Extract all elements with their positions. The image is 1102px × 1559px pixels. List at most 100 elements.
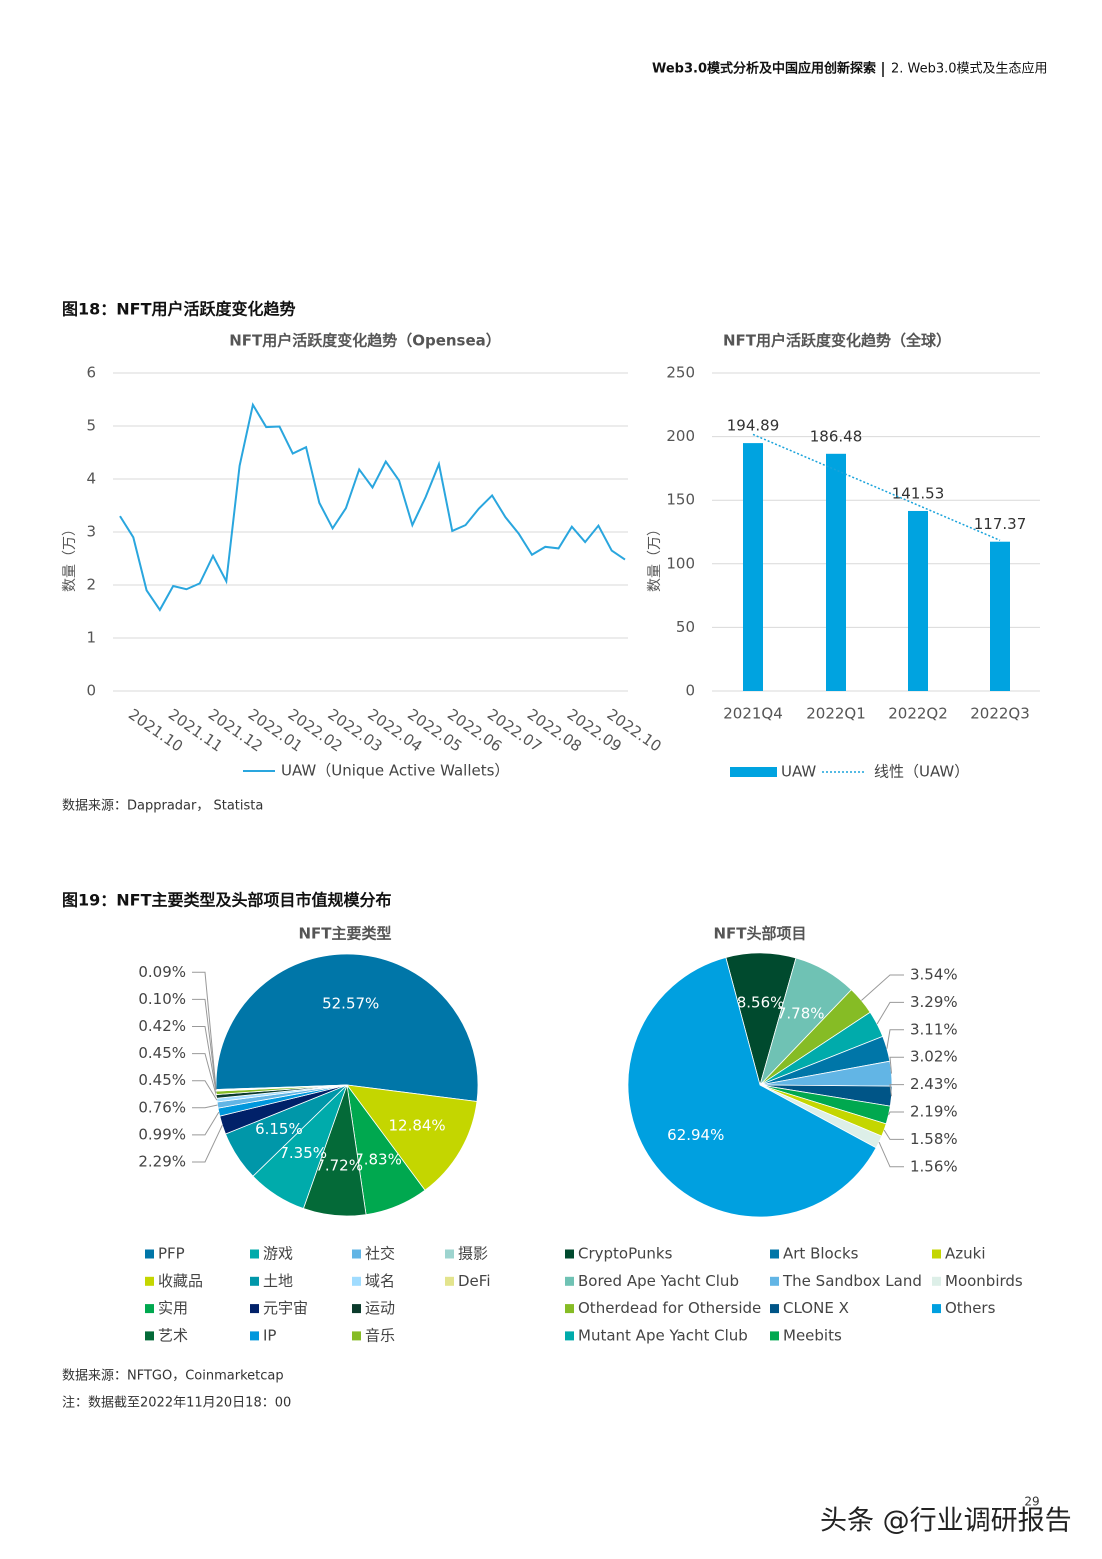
legend-label: 运动: [365, 1299, 395, 1317]
y-tick-label: 3: [86, 523, 96, 541]
leader-line: [192, 1124, 223, 1163]
bar: [990, 541, 1010, 691]
chart-title: NFT主要类型: [298, 925, 391, 943]
data-label: 1.56%: [910, 1157, 958, 1175]
legend-swatch: [145, 1276, 154, 1286]
legend-swatch: [445, 1276, 454, 1286]
legend-label: 线性（UAW）: [874, 763, 969, 781]
x-tick-label: 2022Q3: [970, 705, 1030, 723]
legend-label: Azuki: [945, 1245, 986, 1263]
y-tick-label: 1: [86, 629, 96, 647]
legend-label: Otherdead for Otherside: [578, 1299, 761, 1317]
leader-line: [192, 1080, 218, 1101]
legend-label: Mutant Ape Yacht Club: [578, 1326, 748, 1344]
leader-line: [192, 1104, 218, 1109]
figure-source: 数据来源：Dappradar， Statista: [62, 799, 263, 814]
legend-label: UAW（Unique Active Wallets）: [281, 762, 509, 780]
legend-swatch: [145, 1249, 154, 1259]
data-label: 141.53: [892, 484, 945, 502]
leader-line: [889, 1056, 904, 1074]
legend-label: The Sandbox Land: [782, 1272, 922, 1290]
y-axis-label: 数量（万）: [647, 522, 663, 592]
legend-swatch: [250, 1249, 259, 1259]
data-label: 2.29%: [138, 1153, 186, 1171]
y-tick-label: 5: [86, 417, 96, 435]
header-section: 2. Web3.0模式及生态应用: [891, 61, 1048, 77]
leader-line: [192, 971, 217, 1090]
header-title: Web3.0模式分析及中国应用创新探索: [652, 61, 876, 77]
legend-swatch: [352, 1276, 361, 1286]
data-label: 12.84%: [388, 1117, 445, 1135]
trendline: [752, 433, 1001, 542]
legend-swatch: [250, 1331, 259, 1341]
legend-swatch: [730, 767, 777, 777]
leader-line: [878, 1141, 904, 1168]
legend-swatch: [770, 1276, 779, 1286]
leader-line: [192, 1026, 217, 1093]
y-tick-label: 6: [86, 364, 96, 382]
data-label: 3.54%: [910, 966, 958, 984]
legend-swatch: [352, 1304, 361, 1314]
legend-swatch: [770, 1304, 779, 1314]
data-label: 1.58%: [910, 1130, 958, 1148]
leader-line: [192, 1111, 220, 1136]
legend-label: 摄影: [458, 1245, 488, 1263]
y-tick-label: 100: [666, 554, 695, 572]
bar: [743, 443, 763, 691]
y-tick-label: 50: [676, 618, 695, 636]
data-label: 3.29%: [910, 993, 958, 1011]
legend-swatch: [352, 1249, 361, 1259]
legend-label: CryptoPunks: [578, 1245, 673, 1263]
figure-note: 注：数据截至2022年11月20日18：00: [62, 1396, 291, 1411]
y-tick-label: 0: [685, 682, 695, 700]
data-label: 0.45%: [138, 1044, 186, 1062]
chart-title: NFT用户活跃度变化趋势（全球）: [723, 332, 951, 350]
y-axis-label: 数量（万）: [62, 522, 78, 592]
pie-slice: [346, 1084, 478, 1191]
x-tick-label: 2022Q1: [806, 705, 866, 723]
x-tick-label: 2022Q2: [888, 705, 948, 723]
line-series: [119, 402, 626, 612]
y-tick-label: 2: [86, 576, 96, 594]
legend-swatch: [352, 1331, 361, 1341]
pie-slice: [627, 957, 877, 1218]
legend-label: PFP: [158, 1245, 185, 1263]
legend-label: 域名: [365, 1272, 395, 1290]
legend-swatch: [145, 1304, 154, 1314]
leader-line: [886, 1029, 904, 1049]
data-label: 0.99%: [138, 1125, 186, 1143]
data-label: 0.45%: [138, 1071, 186, 1089]
legend-label: 收藏品: [158, 1272, 203, 1290]
legend-label: 音乐: [365, 1326, 395, 1344]
pie-slice: [215, 953, 479, 1102]
data-label: 52.57%: [322, 994, 379, 1012]
legend-label: 实用: [158, 1299, 188, 1317]
leader-line: [889, 1084, 904, 1097]
data-label: 3.11%: [910, 1020, 958, 1038]
legend-swatch: [250, 1304, 259, 1314]
y-tick-label: 150: [666, 491, 695, 509]
leader-line: [192, 1053, 217, 1097]
bar: [908, 510, 928, 691]
legend-swatch: [565, 1304, 574, 1314]
data-label: 117.37: [974, 515, 1027, 533]
leader-line: [192, 998, 217, 1091]
data-label: 7.35%: [279, 1144, 327, 1162]
legend-swatch: [565, 1331, 574, 1341]
legend-label: 游戏: [263, 1245, 293, 1263]
chart-title: NFT头部项目: [713, 925, 806, 943]
legend-label: Meebits: [783, 1326, 842, 1344]
figure-caption: 图19：NFT主要类型及头部项目市值规模分布: [62, 891, 392, 910]
legend-label: Moonbirds: [945, 1272, 1023, 1290]
data-label: 6.15%: [255, 1120, 303, 1138]
legend-label: DeFi: [458, 1272, 490, 1290]
legend-swatch: [565, 1276, 574, 1286]
legend-label: CLONE X: [783, 1299, 849, 1317]
data-label: 7.72%: [315, 1156, 363, 1174]
legend-swatch: [770, 1331, 779, 1341]
x-tick-label: 2021Q4: [723, 705, 783, 723]
y-tick-label: 0: [86, 682, 96, 700]
data-label: 2.43%: [910, 1075, 958, 1093]
legend-label: 元宇宙: [263, 1299, 308, 1317]
